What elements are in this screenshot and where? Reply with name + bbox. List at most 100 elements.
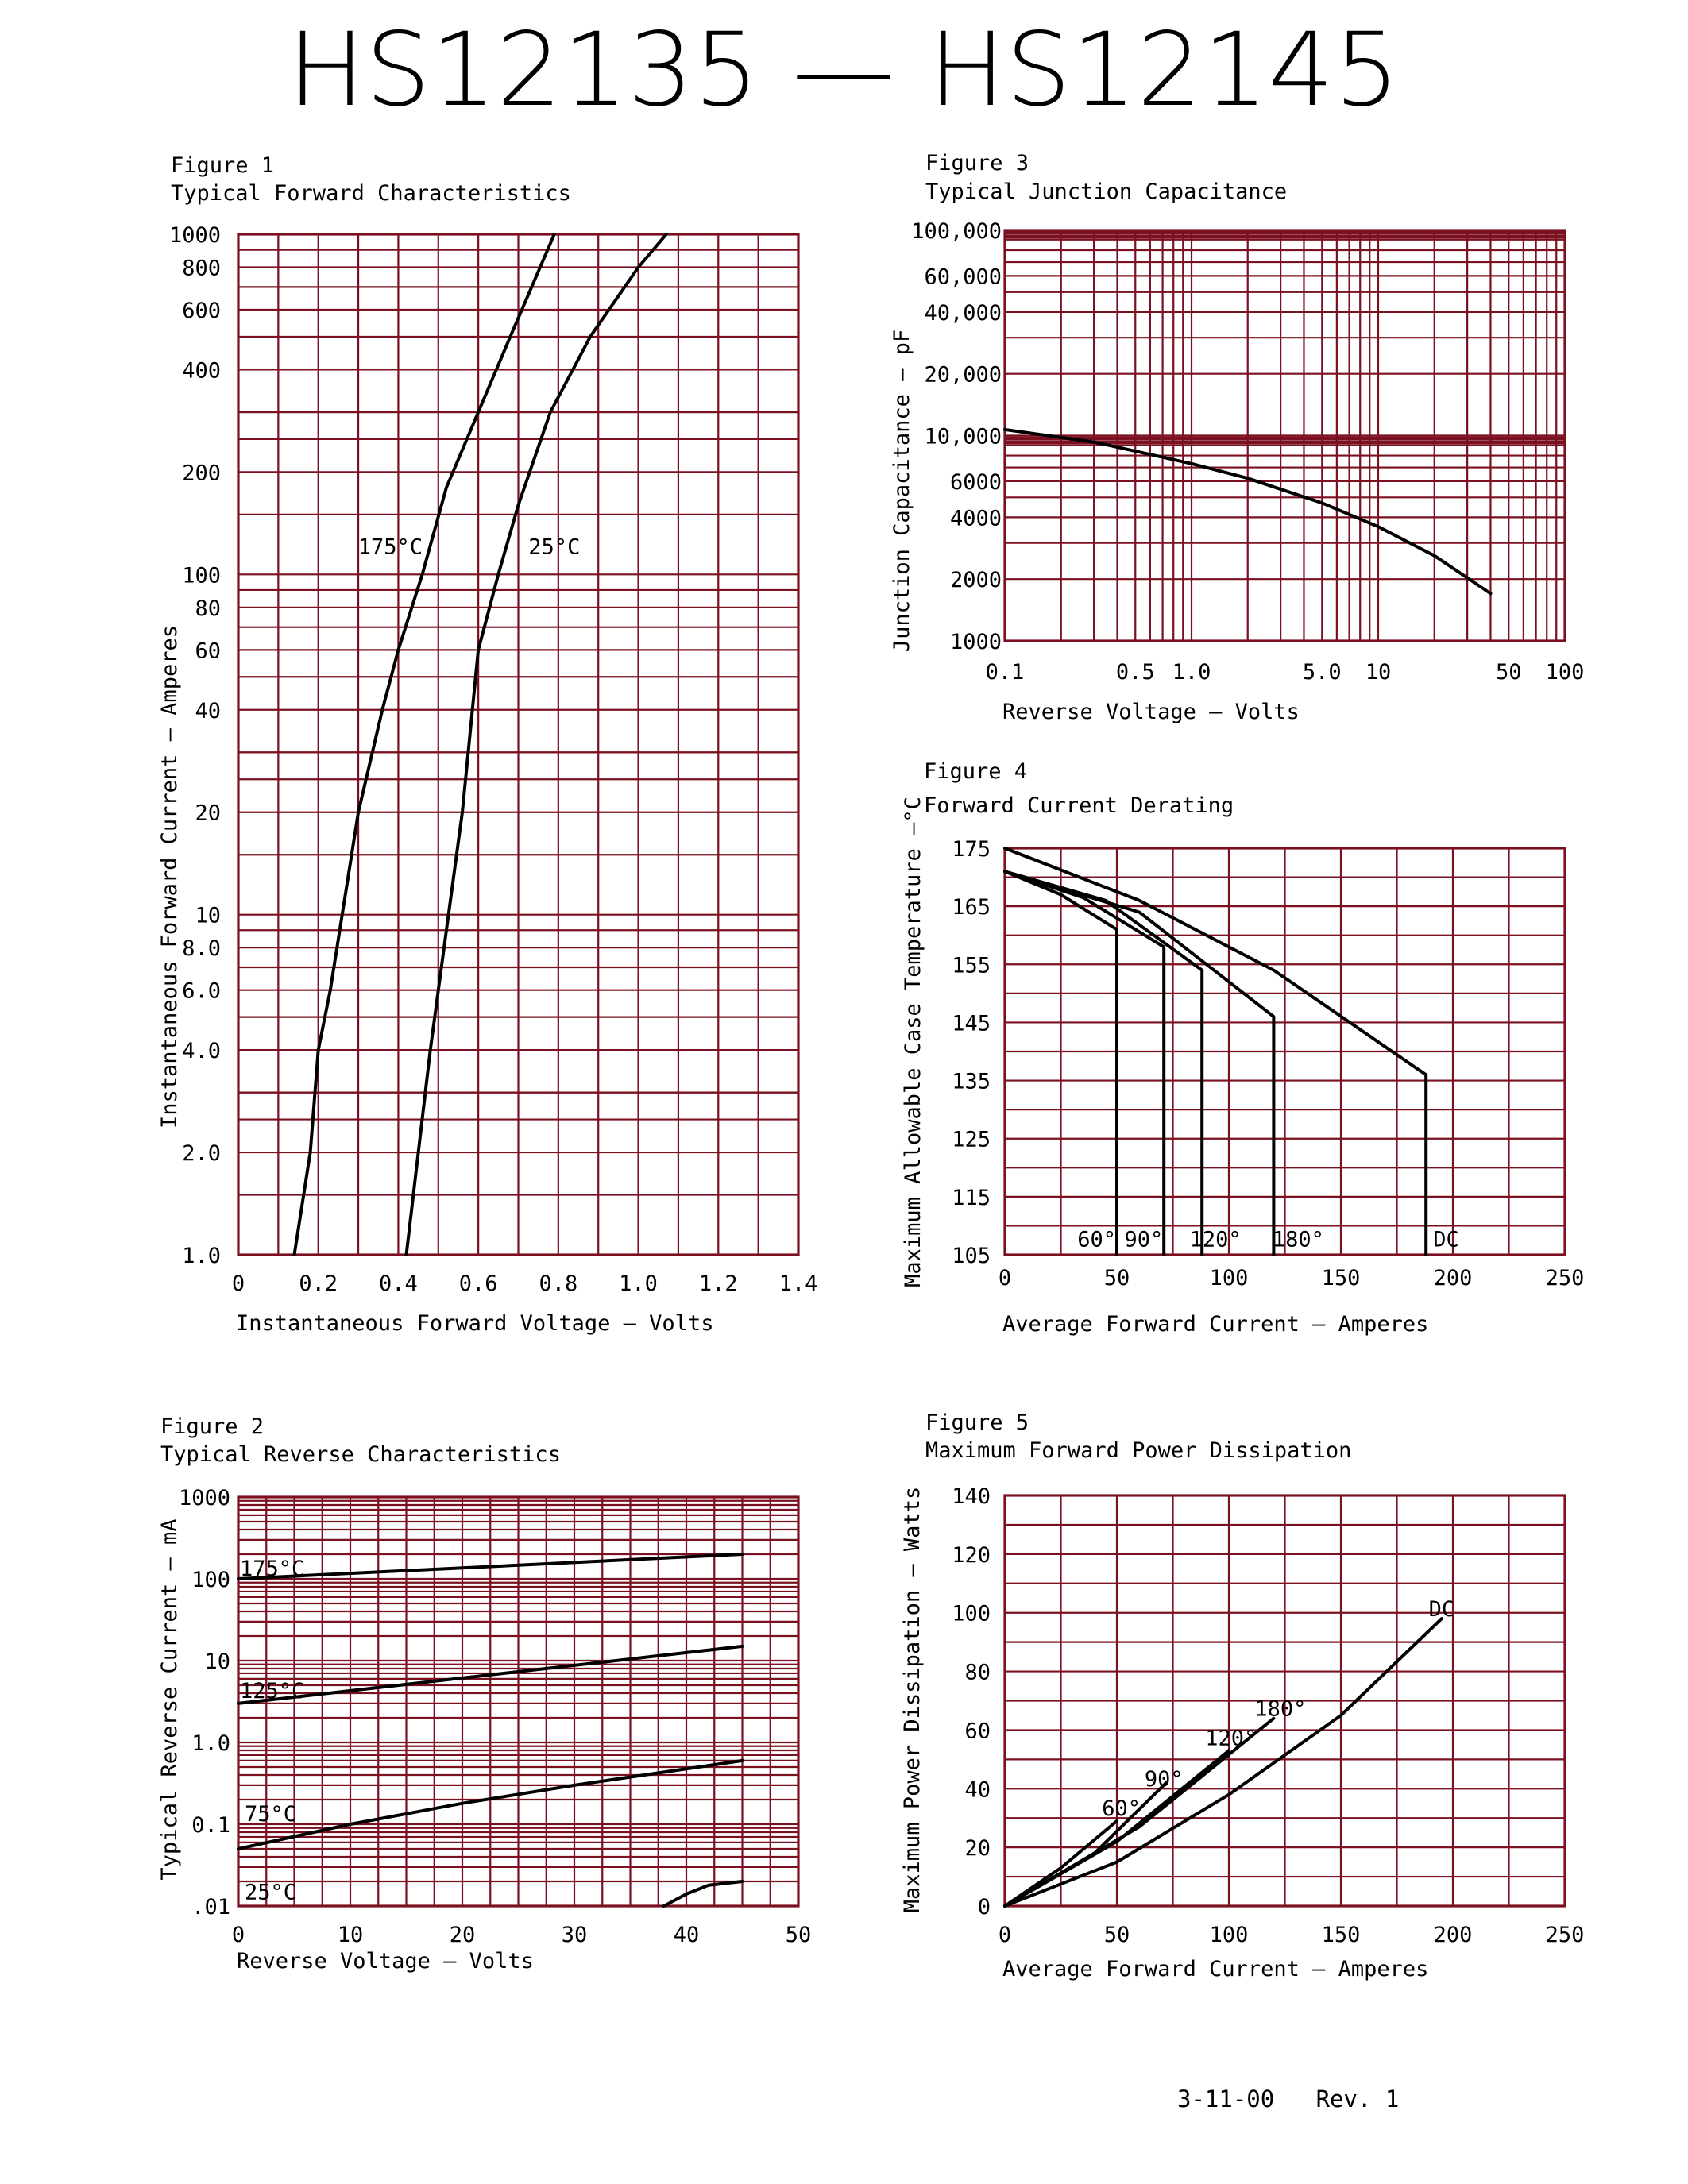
figure-4-title: Forward Current Derating [924, 793, 1234, 818]
figure-1-y-tick-label: 800 [182, 257, 221, 281]
figure-1-x-tick-label: 1.0 [619, 1271, 658, 1296]
figure-1-curve [292, 233, 556, 1256]
figure-4-curve [1003, 870, 1276, 1256]
figure-4-series-label: 90° [1124, 1228, 1163, 1252]
figure-5-series-label: 60° [1102, 1796, 1141, 1821]
figure-1-y-tick-label: 200 [182, 461, 221, 485]
figure-5-y-tick-label: 60 [964, 1719, 991, 1743]
figure-1-y-tick-label: 8.0 [182, 936, 221, 961]
figure-1-y-tick-label: 10 [195, 904, 221, 928]
figure-1-forward-characteristics: Figure 1 Typical Forward Characteristics… [157, 153, 817, 1336]
figure-3-y-tick-label: 20,000 [924, 363, 1002, 388]
figure-4-x-axis-label: Average Forward Current — Amperes [1002, 1312, 1428, 1337]
figure-1-number: Figure 1 [171, 153, 274, 178]
figure-5-x-tick-label: 250 [1546, 1923, 1585, 1947]
figure-4-y-tick-label: 175 [952, 837, 991, 862]
figure-1-y-tick-label: 60 [195, 639, 221, 663]
figure-3-y-tick-label: 60,000 [924, 264, 1002, 289]
figure-2-series-label: 125°C [240, 1679, 304, 1704]
figure-2-title: Typical Reverse Characteristics [160, 1442, 561, 1467]
figure-2-reverse-characteristics: Figure 2 Typical Reverse Characteristics… [157, 1414, 811, 1974]
page-title: HS12135 — HS12145 [288, 11, 1400, 129]
figure-1-x-tick-label: 0.4 [379, 1271, 418, 1296]
figure-5-x-tick-label: 50 [1104, 1923, 1130, 1947]
figure-3-plot-frame [1003, 229, 1566, 642]
figure-3-x-tick-label: 50 [1496, 660, 1522, 685]
figure-5-y-tick-label: 140 [952, 1484, 991, 1509]
figure-2-x-tick-label: 30 [562, 1923, 588, 1947]
figure-3-y-axis-label: Junction Capacitance — pF [890, 330, 914, 652]
figure-1-x-axis-label: Instantaneous Forward Voltage — Volts [236, 1311, 713, 1336]
figure-3-y-tick-label: 4000 [950, 506, 1002, 531]
figure-3-x-tick-label: 10 [1365, 660, 1392, 685]
figure-2-plot-frame [237, 1495, 800, 1908]
figure-3-y-tick-label: 1000 [950, 630, 1002, 654]
figure-3-x-tick-label: 100 [1546, 660, 1585, 685]
figure-4-y-axis-label: Maximum Allowable Case Temperature —°C [901, 797, 925, 1287]
figure-5-x-tick-label: 200 [1434, 1923, 1473, 1947]
figure-4-y-tick-label: 155 [952, 953, 991, 978]
figure-3-y-tick-label: 40,000 [924, 301, 1002, 326]
figure-2-curve [237, 1758, 744, 1850]
figure-1-x-tick-label: 1.4 [779, 1271, 818, 1296]
figure-1-y-tick-label: 100 [182, 563, 221, 588]
figure-1-y-tick-label: 4.0 [182, 1039, 221, 1063]
figure-5-plot-frame [1003, 1494, 1566, 1908]
figure-3-number: Figure 3 [925, 151, 1029, 176]
figure-3-y-tick-label: 2000 [950, 568, 1002, 592]
figure-4-x-tick-label: 150 [1322, 1266, 1361, 1291]
figure-5-series-label: DC [1429, 1597, 1455, 1622]
figure-1-y-tick-label: 80 [195, 596, 221, 621]
figure-2-curve [237, 1553, 744, 1580]
figure-4-y-tick-label: 145 [952, 1011, 991, 1036]
figure-2-series-label: 175°C [240, 1557, 304, 1581]
figure-5-y-tick-label: 80 [964, 1661, 991, 1685]
figure-4-x-tick-label: 50 [1104, 1266, 1130, 1291]
figure-5-x-tick-label: 0 [999, 1923, 1011, 1947]
figure-4-x-tick-label: 200 [1434, 1266, 1473, 1291]
figure-4-series-label: 180° [1273, 1228, 1324, 1252]
figure-4-x-tick-label: 0 [999, 1266, 1011, 1291]
figure-3-x-tick-label: 1.0 [1172, 660, 1211, 685]
figure-5-y-tick-label: 0 [978, 1895, 991, 1920]
figure-5-curve [1003, 1781, 1168, 1908]
figure-4-curve [1003, 847, 1428, 1256]
figure-1-y-tick-label: 400 [182, 358, 221, 383]
figure-4-curve [1003, 870, 1118, 1256]
figure-1-title: Typical Forward Characteristics [171, 181, 571, 206]
figure-1-y-tick-label: 20 [195, 801, 221, 826]
figure-1-x-tick-label: 1.2 [699, 1271, 738, 1296]
figure-1-x-tick-label: 0.8 [539, 1271, 577, 1296]
figure-2-x-tick-label: 0 [232, 1923, 245, 1947]
figure-5-series-label: 180° [1254, 1697, 1306, 1722]
figure-5-x-axis-label: Average Forward Current — Amperes [1002, 1957, 1428, 1981]
figure-2-series-label: 25°C [245, 1881, 296, 1905]
figure-3-x-axis-label: Reverse Voltage — Volts [1002, 700, 1300, 724]
figure-4-y-tick-label: 125 [952, 1128, 991, 1152]
figure-2-x-tick-label: 50 [786, 1923, 812, 1947]
figure-1-y-tick-label: 1000 [169, 223, 221, 248]
figure-1-plot-frame [237, 233, 800, 1256]
figure-1-y-tick-label: 6.0 [182, 979, 221, 1004]
figure-5-y-tick-label: 20 [964, 1836, 991, 1861]
figure-1-series-label: 25°C [528, 534, 580, 559]
figure-1-y-tick-label: 2.0 [182, 1141, 221, 1166]
figure-1-x-tick-label: 0 [232, 1271, 245, 1296]
figure-2-y-tick-label: 1000 [179, 1486, 230, 1511]
figure-4-y-tick-label: 135 [952, 1070, 991, 1094]
figure-2-y-tick-label: 100 [191, 1568, 230, 1592]
figure-3-y-tick-label: 6000 [950, 470, 1002, 495]
figure-5-y-axis-label: Maximum Power Dissipation — Watts [900, 1487, 925, 1912]
figure-2-y-tick-label: 1.0 [191, 1731, 230, 1756]
figure-3-junction-capacitance: Figure 3 Typical Junction Capacitance 0.… [890, 151, 1584, 724]
figure-5-y-tick-label: 40 [964, 1777, 991, 1802]
figure-1-y-tick-label: 40 [195, 699, 221, 723]
figure-4-x-tick-label: 100 [1210, 1266, 1249, 1291]
figure-2-y-tick-label: 0.1 [191, 1813, 230, 1838]
figure-4-y-tick-label: 115 [952, 1186, 991, 1210]
figure-2-x-tick-label: 20 [450, 1923, 476, 1947]
figure-5-power-dissipation: Figure 5 Maximum Forward Power Dissipati… [900, 1410, 1584, 1981]
figure-3-title: Typical Junction Capacitance [925, 179, 1287, 204]
figure-2-x-axis-label: Reverse Voltage — Volts [237, 1949, 534, 1974]
